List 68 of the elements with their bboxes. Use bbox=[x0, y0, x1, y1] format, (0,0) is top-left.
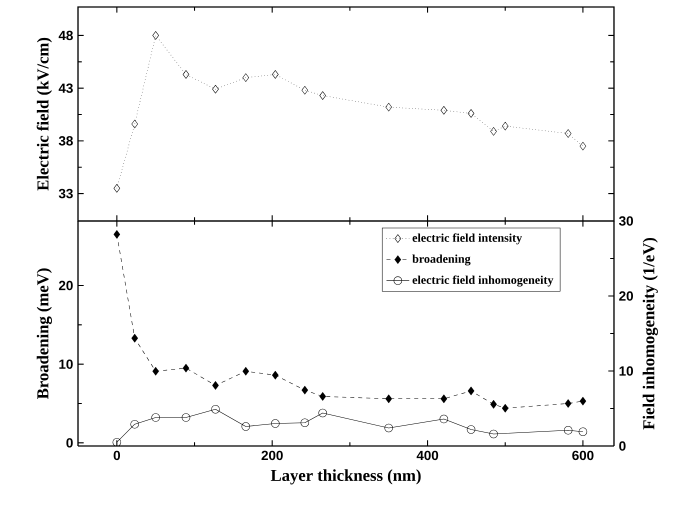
point bbox=[385, 394, 392, 404]
point bbox=[242, 73, 250, 82]
point bbox=[580, 396, 586, 406]
point bbox=[502, 404, 509, 412]
point bbox=[242, 422, 250, 431]
point bbox=[272, 370, 279, 380]
point bbox=[131, 120, 138, 128]
point bbox=[490, 400, 497, 409]
x-tick-label: 400 bbox=[416, 450, 438, 460]
point bbox=[212, 84, 219, 94]
point bbox=[114, 230, 120, 239]
y2-tick-label: 10 bbox=[620, 366, 633, 376]
point bbox=[384, 424, 393, 432]
point bbox=[580, 142, 586, 150]
point bbox=[302, 386, 308, 394]
point bbox=[242, 366, 250, 376]
point bbox=[212, 381, 219, 390]
y2-tick-label: 0 bbox=[619, 441, 626, 451]
point bbox=[468, 386, 474, 396]
point bbox=[182, 70, 190, 79]
legend-label: electric field intensity bbox=[412, 233, 522, 244]
legend-label: electric field inhomogeneity bbox=[412, 275, 554, 287]
point bbox=[385, 102, 392, 112]
point bbox=[300, 418, 310, 428]
point bbox=[564, 399, 572, 408]
y-tick-label: 38 bbox=[58, 136, 73, 146]
point bbox=[272, 70, 279, 79]
point bbox=[318, 408, 327, 418]
point bbox=[151, 413, 160, 422]
x-tick-label: 600 bbox=[572, 450, 594, 460]
x-tick-label: 200 bbox=[262, 450, 283, 460]
y2-axis-title: Field inhomogeneity (1/eV) bbox=[642, 238, 658, 430]
point bbox=[319, 91, 326, 100]
y-tick-label: 0 bbox=[66, 438, 73, 448]
point bbox=[440, 414, 448, 424]
y-axis-title: Broadening (meV) bbox=[36, 268, 52, 400]
point bbox=[182, 364, 190, 372]
point bbox=[271, 419, 280, 428]
point bbox=[564, 129, 572, 138]
point bbox=[490, 127, 497, 136]
point bbox=[502, 122, 509, 130]
y-tick-label: 33 bbox=[58, 188, 73, 198]
point bbox=[440, 394, 448, 404]
point bbox=[578, 427, 588, 436]
y2-tick-label: 20 bbox=[619, 291, 633, 301]
point bbox=[114, 184, 120, 193]
point bbox=[302, 86, 308, 95]
point bbox=[319, 392, 326, 401]
legend-label: broadening bbox=[412, 254, 471, 266]
x-tick-label: 0 bbox=[114, 450, 120, 460]
point bbox=[152, 31, 159, 40]
y2-tick-label: 30 bbox=[619, 216, 633, 226]
y-tick-label: 20 bbox=[58, 280, 73, 290]
y-tick-label: 10 bbox=[59, 359, 73, 369]
point bbox=[131, 334, 138, 342]
point bbox=[440, 106, 448, 115]
x-axis-title: Layer thickness (nm) bbox=[270, 469, 421, 484]
point bbox=[564, 426, 572, 435]
point bbox=[211, 404, 220, 414]
y-axis-title: Electric field (kV/cm) bbox=[36, 38, 52, 191]
point bbox=[152, 366, 159, 376]
point bbox=[130, 420, 139, 429]
y-tick-label: 48 bbox=[58, 30, 73, 40]
y-tick-label: 43 bbox=[58, 83, 73, 93]
point bbox=[468, 109, 474, 118]
point bbox=[182, 413, 190, 422]
point bbox=[489, 430, 498, 438]
point bbox=[466, 425, 476, 434]
